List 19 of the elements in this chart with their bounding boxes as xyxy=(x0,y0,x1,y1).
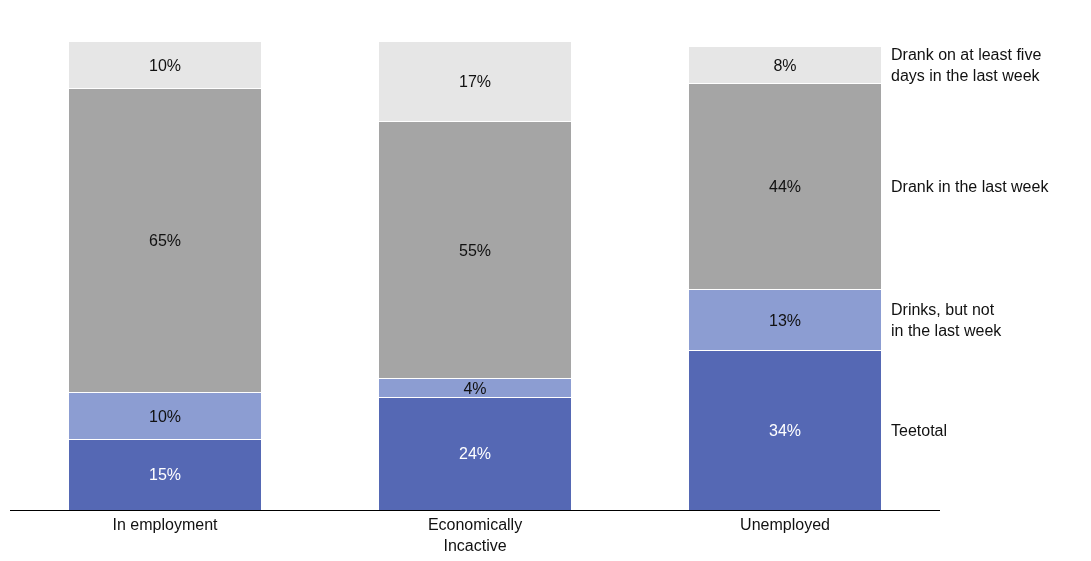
data-label: 44% xyxy=(768,178,802,196)
data-label: 4% xyxy=(463,379,487,397)
series-label: Drank in the last week xyxy=(891,178,1050,195)
data-label: 24% xyxy=(458,445,492,463)
data-label: 13% xyxy=(768,311,802,329)
series-label: Teetotal xyxy=(891,422,948,439)
x-tick-label: Economically Incactive xyxy=(427,516,523,554)
data-label: 65% xyxy=(148,232,182,250)
data-label: 55% xyxy=(458,241,492,259)
data-label: 10% xyxy=(148,407,182,425)
data-label: 15% xyxy=(148,466,182,484)
x-tick-label: Unemployed xyxy=(740,516,830,534)
data-label: 34% xyxy=(768,421,802,439)
series-label: Drinks, but not in the last week xyxy=(891,301,1003,339)
x-tick-label: In employment xyxy=(112,516,219,534)
data-label: 10% xyxy=(148,56,182,74)
series-label: Drank on at least five days in the last week xyxy=(891,46,1042,84)
data-label: 8% xyxy=(773,56,797,74)
data-label: 17% xyxy=(458,72,492,90)
